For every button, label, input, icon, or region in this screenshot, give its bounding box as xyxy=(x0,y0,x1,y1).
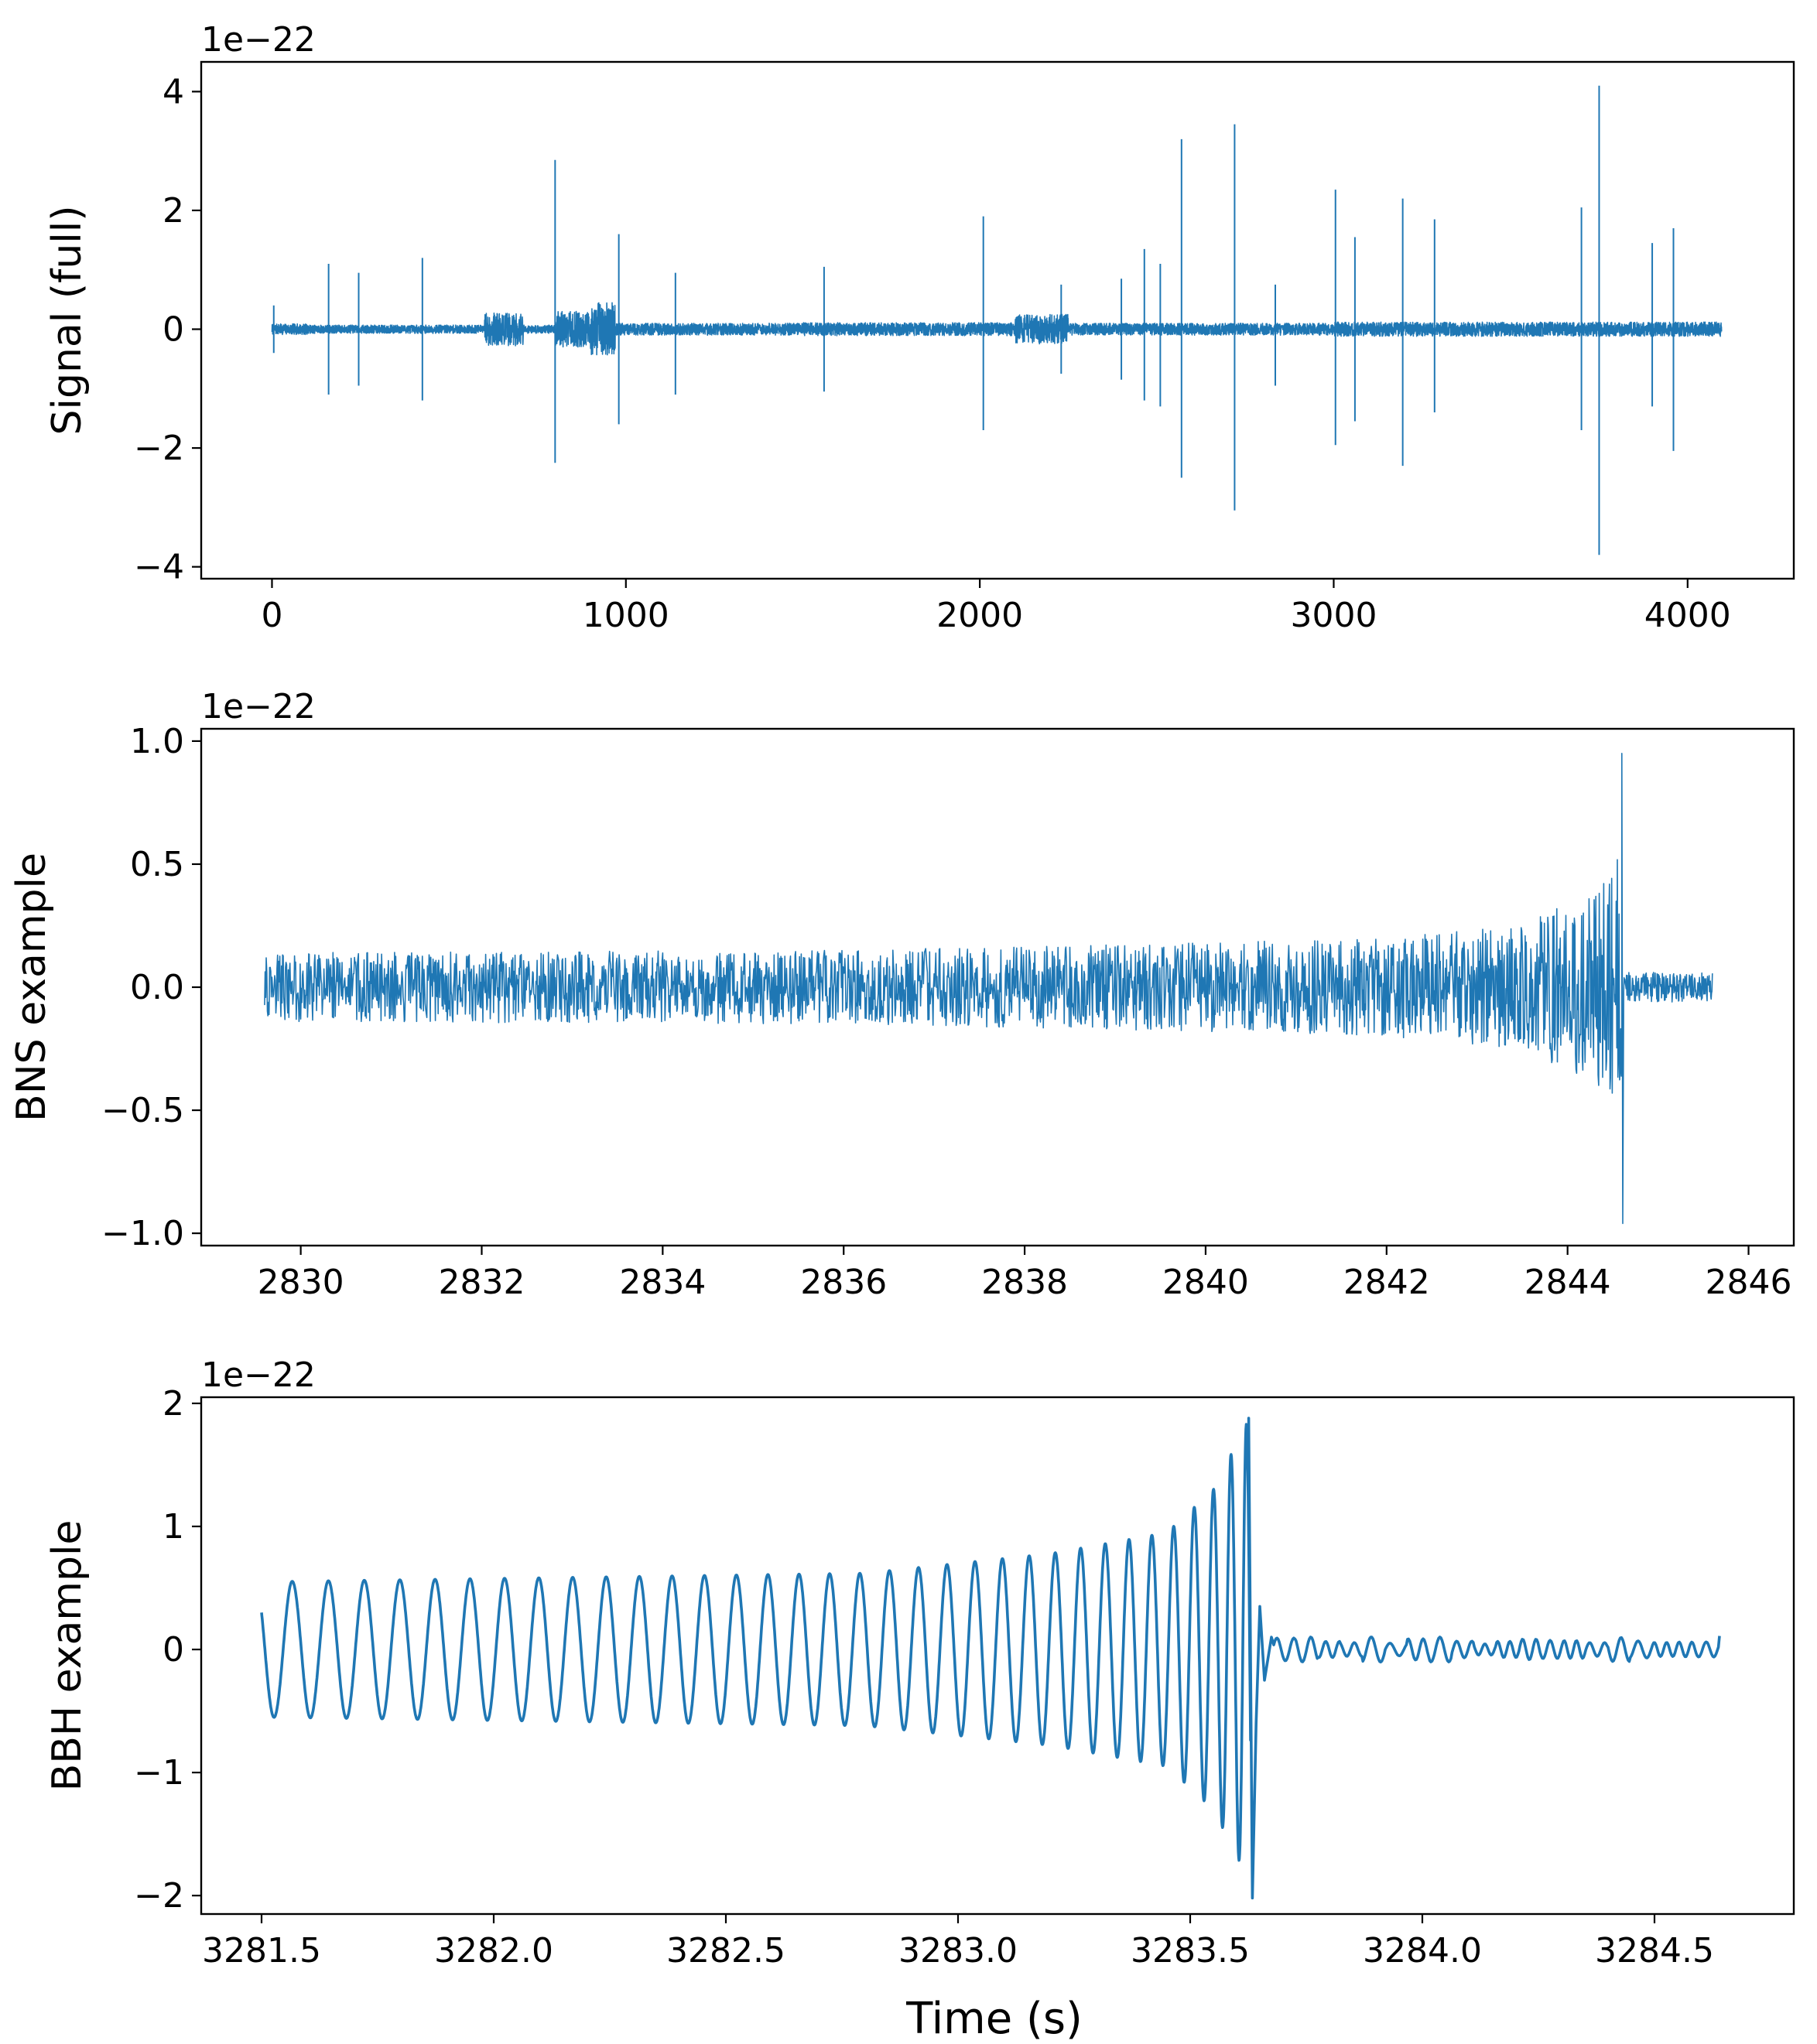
y-tick-label: 1 xyxy=(163,1507,184,1547)
series-line-full xyxy=(271,302,1723,356)
x-tick-label: 1000 xyxy=(583,596,669,635)
x-tick-label: 3283.5 xyxy=(1131,1931,1250,1971)
y-tick-label: −1.0 xyxy=(101,1214,184,1253)
x-axis-label: Time (s) xyxy=(905,1994,1083,2044)
series-line-bbh xyxy=(260,1417,1721,1900)
panel-bns-example: 2830 2832 2834 2836 2838 2840 2842 2844 2846 −1.0… xyxy=(9,687,1795,1302)
axes-frame xyxy=(200,60,1795,580)
y-axis-label: Signal (full) xyxy=(44,206,91,436)
y-tick-label: 1.0 xyxy=(130,722,184,761)
x-tick-label: 3283.0 xyxy=(898,1931,1018,1971)
y-tick-label: 2 xyxy=(163,191,184,231)
x-tick-label: 3284.0 xyxy=(1363,1931,1482,1971)
y-axis-label: BNS example xyxy=(9,853,55,1122)
y-tick-label: 0 xyxy=(163,1630,184,1670)
x-tick-label: 3000 xyxy=(1290,596,1377,635)
x-tick-label: 2844 xyxy=(1524,1263,1611,1302)
x-tick-label: 2834 xyxy=(619,1263,706,1302)
x-tick-label: 2842 xyxy=(1343,1263,1430,1302)
y-offset-label: 1e−22 xyxy=(201,20,316,60)
y-tick-label: 2 xyxy=(163,1384,184,1424)
y-tick-label: −2 xyxy=(134,1876,184,1916)
y-tick-label: −4 xyxy=(134,548,184,587)
y-tick-label: −2 xyxy=(134,429,184,468)
x-tick-label: 0 xyxy=(261,596,282,635)
x-tick-label: 3282.0 xyxy=(434,1931,553,1971)
y-offset-label: 1e−22 xyxy=(201,687,316,726)
y-tick-label: 0.0 xyxy=(130,968,184,1007)
y-tick-label: −0.5 xyxy=(101,1091,184,1130)
y-tick-label: 4 xyxy=(163,72,184,111)
x-tick-label: 2836 xyxy=(800,1263,887,1302)
x-tick-label: 2000 xyxy=(936,596,1023,635)
x-tick-label: 2846 xyxy=(1706,1263,1792,1302)
series-line-bns xyxy=(264,753,1713,1225)
panel-full-signal: 0 1000 2000 3000 4000 −4 −2 0 2 4 1e−22 Signal (ful… xyxy=(44,20,1795,635)
y-tick-label: 0.5 xyxy=(130,845,184,884)
x-tick-label: 3281.5 xyxy=(202,1931,321,1971)
x-tick-label: 2830 xyxy=(258,1263,344,1302)
x-tick-label: 2838 xyxy=(981,1263,1068,1302)
y-tick-label: −1 xyxy=(134,1753,184,1793)
x-tick-label: 4000 xyxy=(1644,596,1731,635)
x-tick-label: 3282.5 xyxy=(666,1931,785,1971)
x-tick-label: 2832 xyxy=(438,1263,525,1302)
x-tick-label: 2840 xyxy=(1162,1263,1249,1302)
y-axis-label: BBH example xyxy=(44,1520,91,1792)
panel-bbh-example: 3281.5 3282.0 3282.5 3283.0 3283.5 3284.0 3284… xyxy=(44,1355,1795,1971)
x-tick-label: 3284.5 xyxy=(1595,1931,1714,1971)
y-offset-label: 1e−22 xyxy=(201,1355,316,1395)
y-tick-label: 0 xyxy=(163,310,184,350)
axes-frame xyxy=(200,1396,1795,1916)
